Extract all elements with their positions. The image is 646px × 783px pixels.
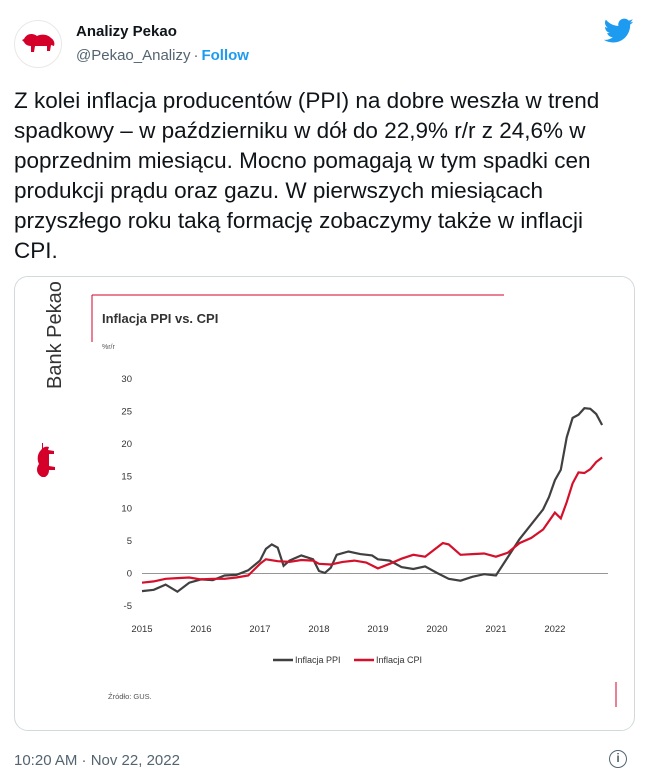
y-tick-label: 30 [121, 374, 132, 385]
chart-svg: Inflacja PPI vs. CPI %r/r 302520151050-5… [91, 294, 617, 707]
y-tick-label: -5 [124, 601, 132, 612]
tweet-text: Z kolei inflacja producentów (PPI) na do… [14, 88, 600, 263]
brand-text: Bank Pekao [44, 281, 66, 389]
y-tick-label: 5 [127, 536, 132, 547]
legend-label-ppi: Inflacja PPI [295, 655, 341, 665]
x-tick-label: 2016 [190, 624, 211, 635]
tweet-timestamp[interactable]: 10:20 AM · Nov 22, 2022 [14, 752, 180, 769]
info-icon[interactable]: i [609, 750, 627, 768]
chart-y-unit: %r/r [102, 344, 116, 351]
x-tick-label: 2020 [426, 624, 447, 635]
pekao-bison-logo [22, 34, 55, 52]
series-line-ppi [141, 407, 604, 594]
tweet-media[interactable]: Bank Pekao Inflacja PPI vs. CPI %r/r 30 2… [14, 276, 635, 731]
y-tick-label: 25 [121, 406, 132, 417]
x-tick-label: 2017 [249, 624, 270, 635]
x-tick-label: 2015 [131, 624, 152, 635]
y-tick-label: 15 [121, 471, 132, 482]
avatar[interactable] [14, 20, 62, 68]
y-tick-label: 20 [121, 439, 132, 450]
author-handle[interactable]: @Pekao_Analizy [76, 47, 191, 64]
chart-card: Bank Pekao Inflacja PPI vs. CPI %r/r 30 2… [18, 277, 631, 730]
twitter-bird-icon[interactable] [604, 18, 634, 44]
x-tick-label: 2021 [485, 624, 506, 635]
y-tick-label: 0 [127, 569, 132, 580]
x-tick-label: 2019 [367, 624, 388, 635]
author-handle-row: @Pekao_Analizy · Follow [76, 47, 249, 64]
x-tick-label: 2018 [308, 624, 329, 635]
chart-source: Źródło: GUS. [108, 692, 152, 701]
legend-label-cpi: Inflacja CPI [376, 655, 422, 665]
follow-button[interactable]: Follow [201, 47, 249, 64]
author-name[interactable]: Analizy Pekao [76, 23, 177, 40]
series-line-cpi [141, 456, 603, 584]
chart-title: Inflacja PPI vs. CPI [102, 311, 218, 326]
y-tick-label: 10 [121, 504, 132, 515]
pekao-bison-icon [37, 446, 55, 477]
x-tick-label: 2022 [544, 624, 565, 635]
